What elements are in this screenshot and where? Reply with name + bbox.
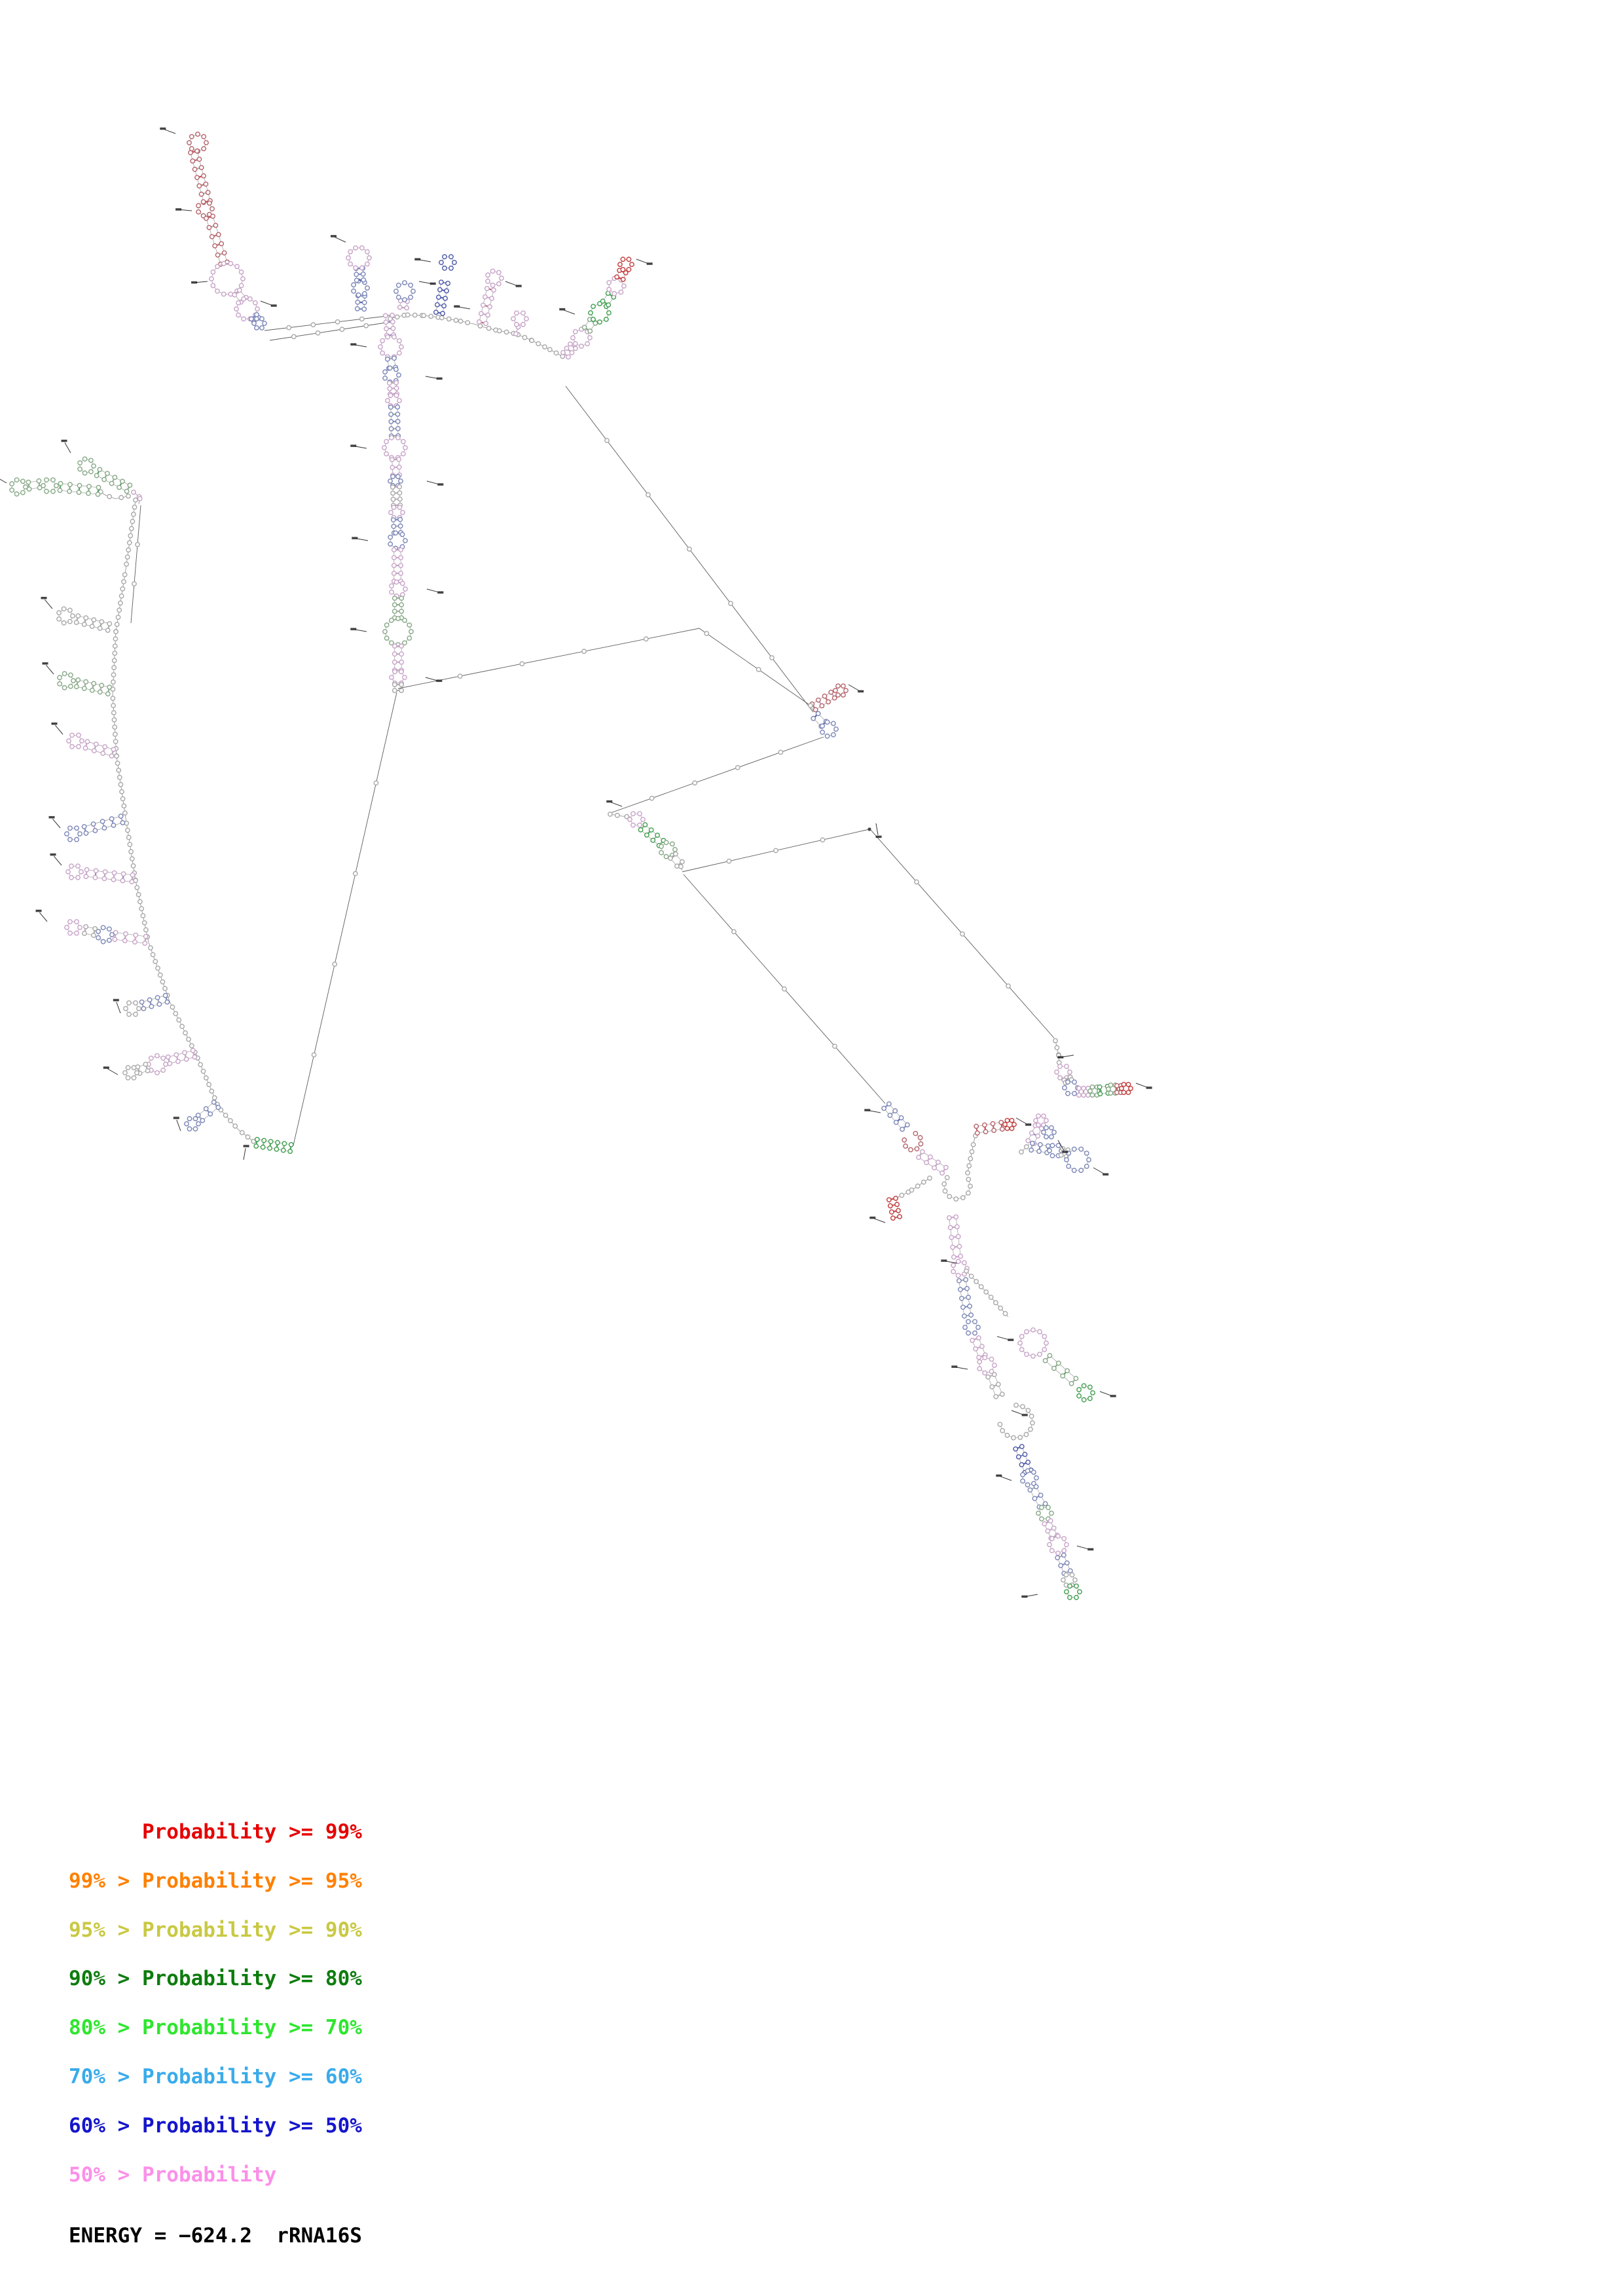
legend-item-p99: Probability >= 99%	[69, 1820, 362, 1844]
legend-item-p80: 90% > Probability >= 80%	[69, 1967, 362, 1991]
legend-item-p90: 95% > Probability >= 90%	[69, 1918, 362, 1942]
legend-item-p70: 80% > Probability >= 70%	[69, 2016, 362, 2040]
legend-item-p95: 99% > Probability >= 95%	[69, 1869, 362, 1893]
rna-structure-diagram	[0, 127, 1152, 1600]
legend-item-p50: 60% > Probability >= 50%	[69, 2113, 362, 2138]
probability-legend: Probability >= 99% 99% > Probability >= …	[69, 1808, 362, 2199]
legend-item-plt50: 50% > Probability	[69, 2162, 277, 2187]
energy-label: ENERGY = −624.2 rRNA16S	[69, 2224, 362, 2248]
legend-item-p60: 70% > Probability >= 60%	[69, 2064, 362, 2089]
